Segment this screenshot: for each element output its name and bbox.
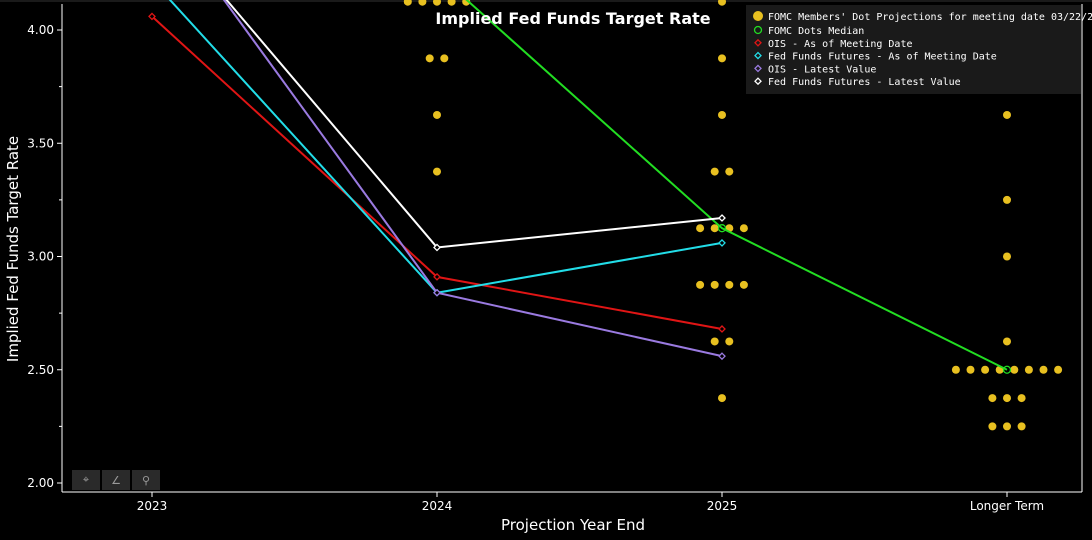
x-tick-label: 2024 xyxy=(422,499,453,513)
series-marker xyxy=(433,272,441,281)
x-tick-label: 2025 xyxy=(707,499,738,513)
dot-projection xyxy=(710,337,719,346)
legend-marker xyxy=(754,77,762,86)
dot-projection xyxy=(966,365,975,374)
chart-title: Implied Fed Funds Target Rate xyxy=(435,9,710,28)
window-top-strip xyxy=(0,0,1092,2)
dot-projection xyxy=(1003,422,1011,431)
legend-marker xyxy=(754,38,762,47)
series-marker xyxy=(718,214,726,222)
series-line xyxy=(225,0,723,249)
dot-projection xyxy=(718,0,726,6)
series-marker xyxy=(148,12,156,21)
legend-label-dots: FOMC Members' Dot Projections for meetin… xyxy=(768,12,1092,23)
legend-marker xyxy=(754,64,762,73)
dot-projection xyxy=(1017,422,1026,431)
chart-toolbar: ⌖ ∠ ⚲ xyxy=(72,470,160,490)
chart-legend: FOMC Members' Dot Projections for meetin… xyxy=(746,5,1092,94)
y-tick-label: 2.00 xyxy=(27,476,54,490)
chart-axes xyxy=(61,4,1083,493)
x-tick-label: Longer Term xyxy=(970,499,1044,513)
legend-marker xyxy=(753,25,763,35)
dot-projection xyxy=(739,224,748,233)
legend-label: Fed Funds Futures - As of Meeting Date xyxy=(768,52,997,63)
dot-projection xyxy=(1039,365,1048,374)
x-axis-label: Projection Year End xyxy=(501,516,645,534)
x-tick-label: 2023 xyxy=(137,499,168,513)
series-line xyxy=(465,0,1008,371)
series-marker xyxy=(433,243,441,252)
dot-projection xyxy=(988,422,997,431)
legend-label: OIS - Latest Value xyxy=(768,64,876,75)
dot-projection xyxy=(433,0,441,6)
dot-projection xyxy=(718,110,726,119)
dot-projection xyxy=(710,167,719,176)
series-marker xyxy=(718,352,726,361)
legend-marker xyxy=(754,51,762,60)
y-tick-label: 3.00 xyxy=(27,250,54,264)
dot-projection xyxy=(725,167,734,176)
y-tick-label: 4.00 xyxy=(27,23,54,37)
dot-projection xyxy=(418,0,427,6)
magnifier-icon: ⚲ xyxy=(141,473,151,487)
legend-label: OIS - As of Meeting Date xyxy=(768,39,913,50)
y-tick-label: 2.50 xyxy=(27,363,54,377)
dot-projection xyxy=(725,337,734,346)
series-marker xyxy=(718,238,726,247)
dot-projection xyxy=(1024,365,1033,374)
dot-projection xyxy=(710,280,719,289)
crosshair-tool-button[interactable]: ⌖ xyxy=(72,470,100,490)
dot-projection xyxy=(1003,252,1011,261)
dot-projection xyxy=(1003,195,1011,204)
dot-projection xyxy=(1054,365,1063,374)
legend-marker-dots xyxy=(753,11,763,21)
series-marker xyxy=(718,325,726,333)
draw-tool-button[interactable]: ∠ xyxy=(102,470,130,490)
chart-ticks: 2.002.503.003.504.004.505.005.506.002023… xyxy=(27,23,1044,513)
dot-projection xyxy=(403,0,412,6)
dot-projection xyxy=(951,365,960,374)
chart-labels: Implied Fed Funds Target Rate Projection… xyxy=(4,9,711,534)
dot-projection xyxy=(696,280,705,289)
dot-projection xyxy=(447,0,456,6)
dot-projection xyxy=(1010,365,1019,374)
dot-projection xyxy=(718,54,726,63)
zoom-tool-button[interactable]: ⚲ xyxy=(132,470,160,490)
dot-projection xyxy=(981,365,990,374)
legend-box xyxy=(746,5,1081,94)
legend-label: FOMC Dots Median xyxy=(768,26,864,37)
dot-projection xyxy=(433,167,441,176)
dot-projection xyxy=(696,224,705,233)
dot-projection xyxy=(1003,110,1011,119)
series-marker xyxy=(433,288,441,297)
series-marker xyxy=(1002,365,1012,374)
dot-projection xyxy=(440,54,449,63)
legend-label: Fed Funds Futures - Latest Value xyxy=(768,77,961,88)
y-axis-label: Implied Fed Funds Target Rate xyxy=(4,136,22,362)
series-lines xyxy=(148,0,1012,374)
pencil-icon: ∠ xyxy=(111,473,121,487)
dot-projection xyxy=(718,394,726,403)
dot-projection xyxy=(1017,394,1026,403)
y-tick-label: 3.50 xyxy=(27,136,54,150)
dot-projection xyxy=(739,280,748,289)
dot-projection xyxy=(710,224,719,233)
dot-projection xyxy=(988,394,997,403)
dot-projection xyxy=(433,110,441,119)
dot-projection xyxy=(1003,337,1011,346)
dot-projection xyxy=(725,280,734,289)
dot-projection xyxy=(425,54,434,63)
series-marker xyxy=(717,224,727,233)
crosshair-icon: ⌖ xyxy=(82,473,90,486)
series-line xyxy=(222,0,723,358)
dot-projection xyxy=(1003,394,1011,403)
